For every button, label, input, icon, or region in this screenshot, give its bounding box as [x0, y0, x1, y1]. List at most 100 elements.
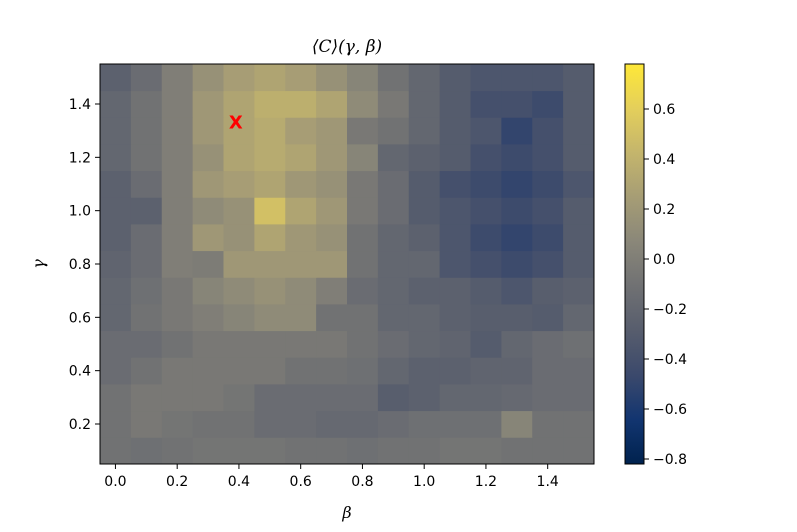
heatmap-cell: [470, 277, 502, 305]
heatmap-cell: [501, 277, 533, 305]
heatmap-cell: [563, 90, 594, 118]
heatmap-cell: [470, 304, 502, 332]
heatmap-cell: [100, 304, 132, 332]
heatmap-cell: [100, 117, 132, 145]
heatmap-cell: [347, 250, 379, 278]
heatmap-cell: [408, 357, 441, 385]
heatmap-cell: [192, 224, 224, 252]
heatmap-cell: [130, 384, 163, 412]
colorbar-tick-label: −0.6: [653, 402, 687, 418]
heatmap-cell: [130, 144, 163, 172]
heatmap-cell: [439, 250, 471, 278]
heatmap-cell: [130, 90, 163, 118]
heatmap-cell: [285, 224, 317, 252]
heatmap-cell: [223, 330, 255, 358]
heatmap-cell: [439, 277, 471, 305]
heatmap-cell: [161, 437, 194, 464]
heatmap-cell: [100, 224, 132, 252]
heatmap-cell: [254, 197, 286, 225]
heatmap-cell: [501, 197, 533, 225]
heatmap-cell: [285, 410, 317, 438]
x-tick-label: 1.0: [413, 474, 435, 490]
heatmap-cell: [470, 437, 502, 464]
colorbar-axis: −0.8 −0.6 −0.4 −0.2 0.0 0.2 0.4 0.6: [644, 102, 687, 468]
heatmap-cell: [130, 330, 163, 358]
heatmap-cell: [223, 117, 255, 145]
heatmap-cell: [285, 144, 317, 172]
heatmap-cell: [254, 90, 286, 118]
heatmap-cell: [501, 330, 533, 358]
heatmap-cell: [532, 250, 564, 278]
heatmap-cell: [439, 170, 471, 198]
heatmap-cell: [377, 117, 410, 145]
heatmap-cell: [439, 224, 471, 252]
heatmap-cell: [100, 277, 132, 305]
x-tick-label: 1.2: [475, 474, 497, 490]
heatmap-cell: [563, 437, 594, 464]
heatmap-cell: [192, 330, 224, 358]
heatmap-cell: [470, 330, 502, 358]
heatmap-cell: [563, 410, 594, 438]
heatmap-cell: [408, 170, 441, 198]
heatmap-cell: [501, 410, 533, 438]
heatmap-cell: [408, 144, 441, 172]
heatmap-cell: [130, 250, 163, 278]
colorbar-tick-label: 0.6: [653, 102, 675, 118]
heatmap-cell: [470, 170, 502, 198]
heatmap-cell: [316, 304, 348, 332]
heatmap-cell: [223, 90, 255, 118]
heatmap-cell: [223, 437, 255, 464]
x-tick-label: 0.4: [228, 474, 250, 490]
y-tick-label: 0.4: [69, 364, 91, 380]
heatmap-cell: [130, 357, 163, 385]
heatmap-cell: [192, 170, 224, 198]
heatmap-cell: [408, 197, 441, 225]
optimum-marker: X: [229, 113, 243, 134]
heatmap-cell: [254, 250, 286, 278]
heatmap-cell: [377, 64, 410, 92]
heatmap-cell: [501, 117, 533, 145]
heatmap-cell: [161, 277, 194, 305]
heatmap-cell: [254, 384, 286, 412]
heatmap-cell: [285, 170, 317, 198]
heatmap-cell: [501, 437, 533, 464]
y-tick-label: 1.0: [69, 204, 91, 220]
heatmap-cell: [100, 170, 132, 198]
heatmap-cell: [192, 250, 224, 278]
heatmap-cell: [254, 117, 286, 145]
x-axis-label: β: [341, 503, 351, 522]
heatmap-cell: [316, 64, 348, 92]
y-axis: 0.2 0.4 0.6 0.8 1.0 1.2 1.4: [69, 97, 100, 433]
heatmap-cell: [532, 410, 564, 438]
heatmap-cell: [377, 224, 410, 252]
colorbar-tick-label: −0.8: [653, 452, 687, 468]
heatmap-cell: [532, 197, 564, 225]
heatmap-cell: [377, 250, 410, 278]
heatmap-cell: [532, 437, 564, 464]
heatmap-cell: [130, 304, 163, 332]
heatmap-cell: [100, 144, 132, 172]
heatmap-cell: [439, 117, 471, 145]
heatmap-cell: [223, 250, 255, 278]
heatmap-cell: [192, 410, 224, 438]
heatmap-cell: [254, 170, 286, 198]
heatmap-cell: [439, 304, 471, 332]
heatmap-cell: [316, 90, 348, 118]
heatmap-cell: [347, 170, 379, 198]
x-tick-label: 0.6: [290, 474, 312, 490]
heatmap-cell: [470, 357, 502, 385]
heatmap-cell: [254, 144, 286, 172]
heatmap-cell: [563, 250, 594, 278]
y-tick-label: 0.2: [69, 417, 91, 433]
heatmap-cell: [254, 437, 286, 464]
heatmap-cell: [223, 304, 255, 332]
heatmap-cell: [470, 64, 502, 92]
heatmap-cell: [100, 197, 132, 225]
heatmap-cell: [439, 64, 471, 92]
heatmap-cell: [161, 117, 194, 145]
heatmap-cell: [316, 437, 348, 464]
heatmap-cell: [316, 384, 348, 412]
heatmap-cell: [501, 64, 533, 92]
heatmap-cell: [408, 304, 441, 332]
marker-x-symbol: X: [229, 113, 243, 134]
